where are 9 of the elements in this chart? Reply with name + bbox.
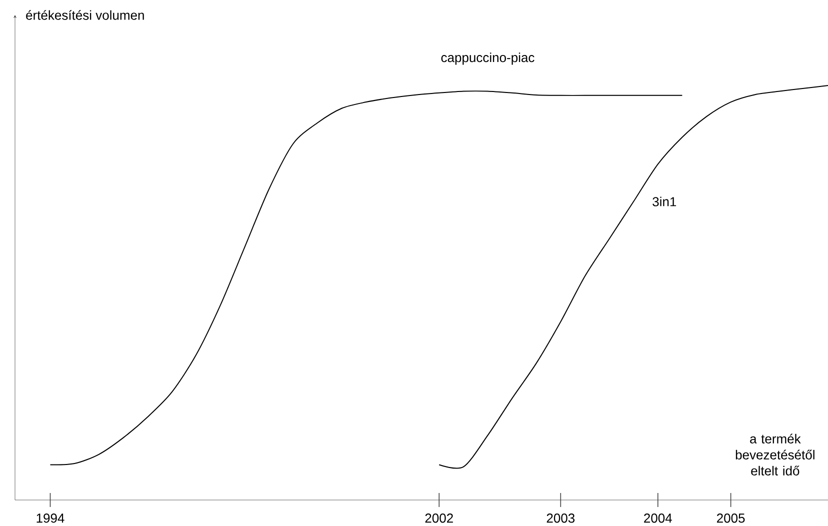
x-tick-label: 2005 — [716, 514, 745, 523]
text: értékesítési volumen — [26, 10, 144, 20]
series-label: 3in1 — [652, 196, 676, 206]
text: cappuccino-piac — [441, 52, 534, 65]
x-tick-label: 2004 — [644, 514, 672, 523]
x-tick-label: 2003 — [546, 514, 575, 523]
x-tick-label: 2002 — [425, 514, 453, 523]
x-axis-title: a termék bevezetésétől eltelt idő — [736, 434, 814, 476]
x-tick-label: 1994 — [36, 514, 64, 523]
